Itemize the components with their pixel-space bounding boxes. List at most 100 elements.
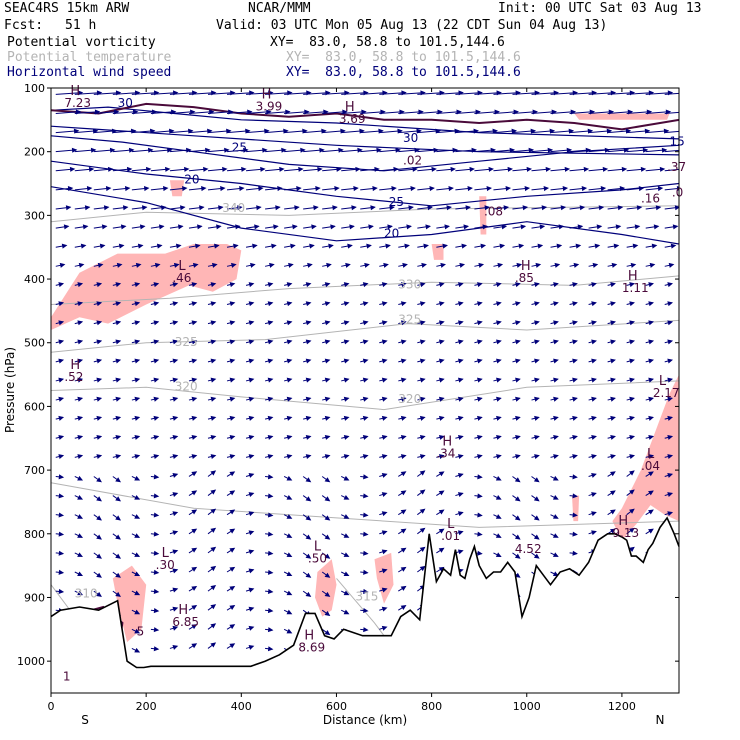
wind-vector-head (648, 509, 654, 515)
wind-vector-head (385, 243, 391, 249)
wind-vector-head (115, 572, 121, 578)
theta-contour-line (336, 578, 385, 636)
wind-vector-head (290, 243, 296, 249)
wind-vector-head (96, 301, 103, 307)
wind-vector-head (591, 530, 597, 536)
y-tick-label: 400 (24, 273, 45, 286)
wind-vector-head (477, 474, 483, 480)
wind-vector-head (440, 262, 447, 268)
wind-vector-head (248, 644, 255, 650)
wind-vector-head (115, 477, 121, 483)
wind-speed-contour-label: 20 (384, 227, 399, 241)
extremum-marker: L (314, 539, 322, 554)
wind-vector-head (115, 358, 122, 364)
wind-vector-head (667, 377, 674, 383)
wind-vector-head (368, 224, 374, 230)
wind-vector-head (203, 166, 209, 172)
wind-vector-head (307, 262, 313, 268)
wind-vector-head (554, 262, 561, 268)
wind-vector-head (96, 434, 103, 440)
wind-vector (284, 92, 311, 95)
wind-vector-head (592, 262, 599, 268)
wind-vector-head (134, 552, 141, 557)
wind-vector-head (438, 396, 445, 402)
wind-vector-head (229, 377, 236, 383)
extremum-marker: H (262, 87, 272, 102)
wind-vector-head (154, 262, 161, 268)
wind-vector-head (141, 205, 148, 211)
wind-vector-head (496, 434, 502, 440)
wind-vector-head (381, 530, 388, 536)
wind-vector-head (629, 377, 635, 383)
wind-vector-head (438, 471, 445, 477)
wind-vector-head (381, 568, 388, 574)
wind-vector-head (534, 358, 540, 364)
wind-vector-head (78, 262, 85, 268)
wind-vector-head (248, 358, 255, 364)
wind-vector-head (105, 186, 112, 192)
wind-vector-head (153, 358, 160, 364)
wind-vector-head (63, 224, 70, 230)
wind-vector-head (667, 396, 674, 402)
wind-vector-head (556, 243, 563, 249)
y-tick-label: 200 (24, 146, 45, 159)
wind-vector-head (591, 396, 597, 402)
wind-vector-head (362, 396, 369, 402)
wind-vector-head (572, 415, 578, 421)
wind-vector (398, 92, 425, 95)
wind-vector-head (362, 377, 369, 383)
wind-vector-head (410, 186, 416, 192)
wind-speed-contour-label: 25 (389, 195, 404, 209)
wind-vector-head (210, 320, 217, 326)
wind-vector (664, 149, 679, 153)
wind-vector-head (139, 224, 146, 230)
wind-vector-head (210, 642, 217, 648)
wind-vector-head (482, 224, 489, 230)
wind-vector-head (533, 534, 540, 540)
wind-vector-head (99, 243, 106, 249)
wind-vector-head (454, 128, 460, 134)
wind-speed-contour-label: 30 (118, 96, 133, 110)
wind-vector-head (324, 301, 331, 307)
wind-vector-head (134, 609, 141, 615)
wind-vector-head (269, 262, 275, 268)
wind-vector-head (400, 605, 407, 610)
wind-vector-head (88, 166, 95, 172)
wind-vector-head (332, 205, 338, 211)
wind-vector-head (648, 320, 655, 326)
wind-vector-head (457, 511, 464, 517)
wind-vector-head (400, 547, 407, 553)
extremum-value: .85 (515, 271, 534, 285)
wind-vector-head (311, 224, 317, 230)
wind-vector-head (286, 301, 293, 307)
pv-shaded-region (612, 374, 679, 541)
wind-vector-head (642, 147, 649, 153)
wind-vector-head (286, 339, 293, 345)
wind-vector (417, 92, 444, 95)
wind-vector-head (572, 377, 578, 383)
wind-vector-head (515, 377, 521, 383)
wind-vector-head (376, 147, 382, 153)
wind-vector-head (363, 608, 369, 614)
extremum-value: .04 (641, 459, 660, 473)
wind-vector-head (610, 396, 616, 402)
wind-vector (169, 92, 197, 95)
wind-vector-head (115, 591, 121, 597)
wind-vector-head (343, 358, 350, 364)
wind-vector-head (120, 224, 127, 230)
wind-vector-head (267, 531, 274, 537)
wind-vector-head (286, 434, 293, 440)
wind-vector-head (210, 585, 217, 591)
wind-vector-head (553, 320, 559, 326)
wind-vector-head (400, 415, 407, 421)
y-tick-label: 100 (24, 82, 45, 95)
wind-vector-head (267, 569, 274, 575)
wind-vector-head (267, 646, 274, 652)
wind-vector-head (134, 377, 141, 383)
wind-vector-head (186, 147, 192, 153)
wind-vector-head (400, 585, 407, 591)
pv-shaded-region (112, 565, 147, 643)
wind-vector-head (533, 553, 540, 559)
wind-vector-head (343, 454, 350, 460)
wind-vector-head (205, 147, 211, 153)
